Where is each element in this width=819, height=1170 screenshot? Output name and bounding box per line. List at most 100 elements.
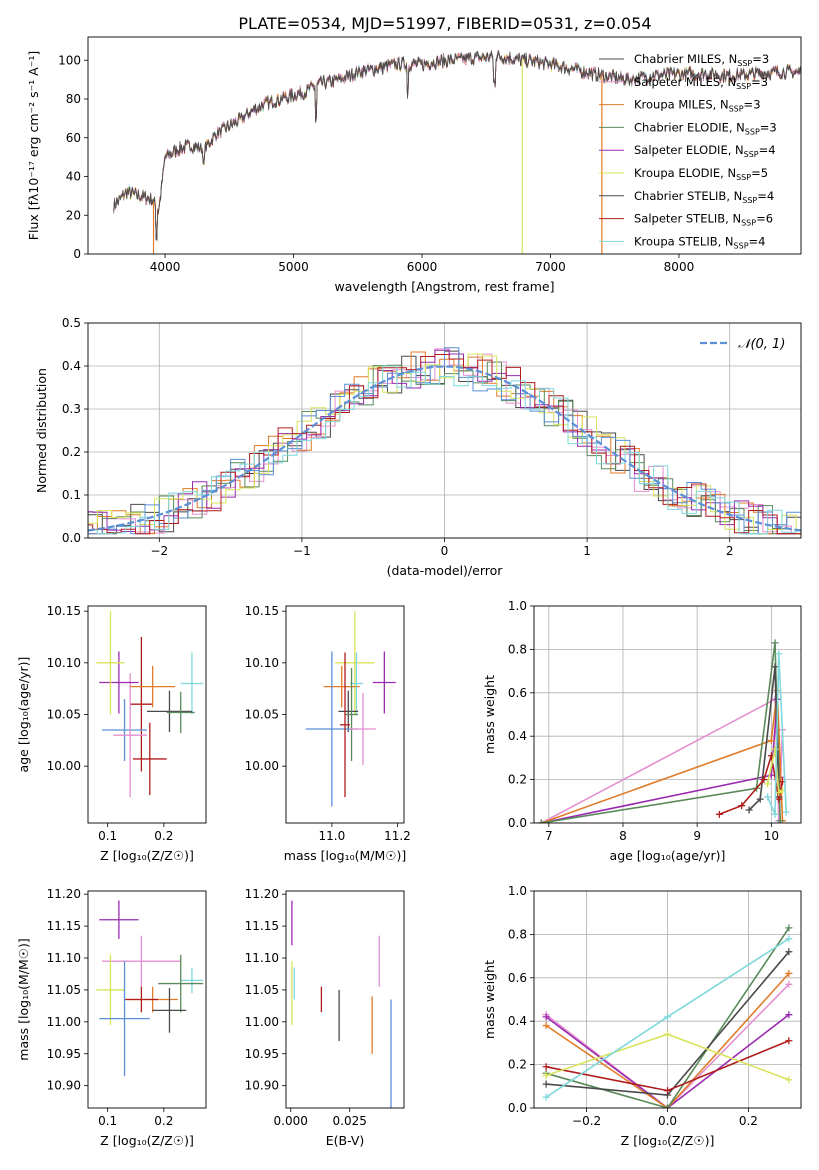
weight-marker bbox=[785, 935, 793, 943]
x-tick-label: 0.000 bbox=[274, 1114, 308, 1128]
weight-marker bbox=[771, 810, 779, 818]
x-tick-label: 5000 bbox=[278, 260, 309, 274]
y-tick-label: 10.15 bbox=[47, 604, 81, 618]
axes-frame bbox=[533, 890, 802, 1109]
y-tick-label: 10.00 bbox=[245, 759, 279, 773]
legend: Chabrier MILES, NSSP=3 Salpeter MILES, NS… bbox=[599, 52, 777, 250]
x-tick-label: 1 bbox=[583, 544, 591, 558]
panel-age-vs-Z: 0.1 0.2 10.00 10.05 10.10 10.15 Z [log₁₀(Z/Z☉)… bbox=[16, 604, 207, 863]
y-tick-label: 0.6 bbox=[508, 686, 527, 700]
weight-marker bbox=[785, 948, 793, 956]
weight-marker bbox=[764, 780, 772, 788]
y-tick-label: 11.20 bbox=[47, 887, 81, 901]
y-tick-label: 60 bbox=[66, 131, 81, 145]
y-tick-label: 0.4 bbox=[508, 1014, 527, 1028]
legend-entry: Chabrier MILES, NSSP=3 bbox=[634, 52, 769, 68]
y-tick-label: 0.0 bbox=[508, 1101, 527, 1115]
y-tick-label: 10.10 bbox=[47, 656, 81, 670]
spectrum-model-7 bbox=[113, 50, 801, 241]
axes-frame bbox=[87, 605, 207, 824]
legend-entry: Salpeter STELIB, NSSP=6 bbox=[634, 212, 773, 228]
y-tick-label: 11.15 bbox=[47, 919, 81, 933]
errorbar-point-5 bbox=[158, 954, 204, 1013]
weight-marker bbox=[542, 1093, 550, 1101]
errorbar-point-6 bbox=[166, 691, 195, 734]
errorbar-point-3 bbox=[323, 665, 360, 708]
errorbar-point-9 bbox=[99, 961, 150, 1077]
x-tick-label: 10 bbox=[764, 829, 779, 843]
y-tick-label: 20 bbox=[66, 208, 81, 222]
x-tick-label: 11.0 bbox=[319, 829, 346, 843]
weight-line bbox=[766, 749, 783, 794]
plot-area-residuals bbox=[88, 323, 801, 538]
weight-marker bbox=[775, 795, 783, 803]
weight-marker bbox=[775, 650, 783, 658]
weight-series-7 bbox=[764, 745, 786, 797]
y-tick-label: 0.0 bbox=[508, 816, 527, 830]
y-tick-label: 100 bbox=[58, 53, 81, 67]
errorbar-point-4 bbox=[180, 652, 204, 715]
weight-marker bbox=[767, 737, 775, 745]
x-tick-label: 0.1 bbox=[98, 829, 117, 843]
axes-frame bbox=[285, 890, 405, 1109]
figure-title: PLATE=0534, MJD=51997, FIBERID=0531, z=0… bbox=[238, 14, 651, 33]
y-axis-label: age [log₁₀(age/yr)] bbox=[16, 657, 31, 773]
y-tick-label: 0.2 bbox=[62, 445, 81, 459]
weight-marker bbox=[542, 1080, 550, 1088]
plot-area-spectrum bbox=[113, 49, 801, 254]
y-tick-label: 10.95 bbox=[245, 1047, 279, 1061]
axes-frame bbox=[87, 36, 802, 255]
panel-weight-vs-Z: −0.2 0.0 0.2 0.0 0.2 0.4 0.6 0.8 1.0 Z [log₁₀(Z/Z… bbox=[482, 884, 802, 1148]
errorbar-point-1 bbox=[99, 900, 139, 939]
y-tick-label: 0.1 bbox=[62, 488, 81, 502]
weight-marker bbox=[537, 819, 545, 823]
x-tick-label: 0.2 bbox=[739, 1114, 758, 1128]
weight-marker bbox=[756, 795, 764, 803]
y-tick-label: 1.0 bbox=[508, 599, 527, 613]
x-tick-label: 6000 bbox=[407, 260, 438, 274]
weight-marker bbox=[785, 969, 793, 977]
x-tick-label: 0 bbox=[441, 544, 449, 558]
plot-area-age-vs-mass bbox=[305, 611, 396, 807]
weight-marker bbox=[738, 802, 746, 810]
y-tick-label: 0 bbox=[73, 247, 81, 261]
weight-line bbox=[545, 972, 790, 1108]
x-tick-label: 7 bbox=[545, 829, 553, 843]
y-tick-label: 10.90 bbox=[245, 1079, 279, 1093]
x-axis-label: mass [log₁₀(M/M☉)] bbox=[284, 848, 406, 863]
weight-series-6 bbox=[542, 1037, 793, 1095]
weight-marker bbox=[771, 745, 779, 753]
y-tick-label: 0.5 bbox=[62, 316, 81, 330]
y-tick-label: 0.2 bbox=[508, 773, 527, 787]
weight-marker bbox=[542, 1071, 550, 1079]
y-tick-label: 11.00 bbox=[47, 1015, 81, 1029]
residual-histogram-3 bbox=[88, 351, 801, 535]
y-axis-label: mass weight bbox=[482, 960, 497, 1039]
y-tick-label: 11.00 bbox=[245, 1015, 279, 1029]
weight-marker bbox=[785, 924, 793, 932]
weight-series-2 bbox=[537, 695, 784, 823]
y-tick-label: 0.6 bbox=[508, 971, 527, 985]
x-tick-label: 9 bbox=[693, 829, 701, 843]
legend-entry: Kroupa MILES, NSSP=3 bbox=[634, 98, 761, 114]
x-axis-label: E(B-V) bbox=[326, 1133, 365, 1148]
y-tick-label: 40 bbox=[66, 170, 81, 184]
errorbar-point-1 bbox=[335, 611, 375, 715]
y-tick-label: 11.15 bbox=[245, 919, 279, 933]
x-tick-label: 0.2 bbox=[154, 829, 173, 843]
errorbar-point-6 bbox=[345, 668, 359, 761]
x-tick-label: 11.2 bbox=[384, 829, 411, 843]
legend-entry: 𝒩(0, 1) bbox=[738, 337, 785, 352]
residual-histogram-7 bbox=[88, 347, 801, 535]
weight-line bbox=[541, 642, 781, 823]
x-tick-label: 7000 bbox=[535, 260, 566, 274]
y-tick-label: 0.3 bbox=[62, 402, 81, 416]
errorbar-point-9 bbox=[340, 652, 350, 798]
x-tick-label: 0.1 bbox=[98, 1114, 117, 1128]
x-axis-label: (data-model)/error bbox=[387, 563, 504, 578]
weight-marker bbox=[664, 1104, 671, 1108]
residual-histogram-8 bbox=[88, 354, 801, 535]
panel-mass-vs-Z: 0.1 0.2 10.90 10.95 11.00 11.05 11.10 11.15 11.2… bbox=[16, 887, 207, 1148]
x-tick-label: 8 bbox=[619, 829, 627, 843]
